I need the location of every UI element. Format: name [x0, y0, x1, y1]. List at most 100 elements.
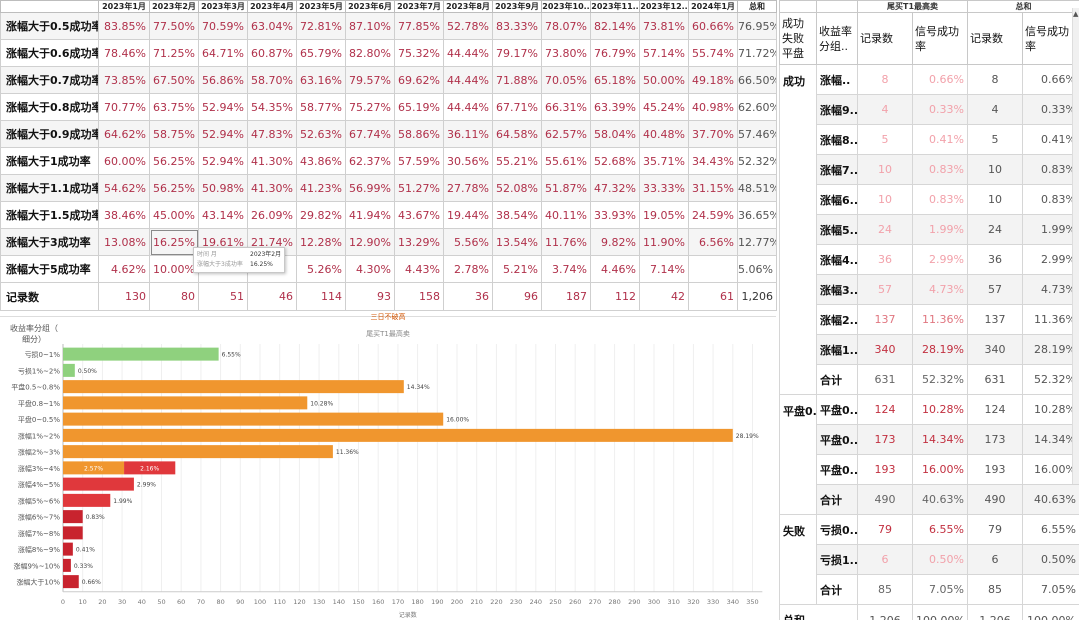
- month-column-header[interactable]: 2023年8月: [443, 0, 493, 13]
- table-cell[interactable]: 83.33%: [492, 12, 542, 40]
- table-cell[interactable]: 158: [394, 282, 444, 311]
- count-cell[interactable]: 8: [967, 64, 1023, 95]
- table-cell[interactable]: 45.00%: [149, 201, 199, 229]
- header-rate[interactable]: 信号成功率: [912, 12, 968, 65]
- table-cell[interactable]: 33.33%: [639, 174, 689, 202]
- table-cell[interactable]: 58.75%: [149, 120, 199, 148]
- count-cell[interactable]: 57: [857, 274, 913, 305]
- table-cell[interactable]: 130: [98, 282, 150, 311]
- table-cell[interactable]: 79.17%: [492, 39, 542, 67]
- table-cell[interactable]: 60.66%: [688, 12, 738, 40]
- table-cell[interactable]: 54.62%: [98, 174, 150, 202]
- table-cell[interactable]: 58.70%: [247, 66, 297, 94]
- count-cell[interactable]: 490: [967, 484, 1023, 515]
- scroll-up-icon[interactable]: ▲: [1073, 10, 1079, 18]
- count-cell[interactable]: 124: [857, 394, 913, 425]
- table-cell[interactable]: 83.85%: [98, 12, 150, 40]
- table-cell[interactable]: 41.30%: [247, 174, 297, 202]
- table-cell[interactable]: 5.06%: [737, 255, 777, 283]
- table-cell[interactable]: 44.44%: [443, 39, 493, 67]
- table-cell[interactable]: 71.88%: [492, 66, 542, 94]
- table-cell[interactable]: 55.21%: [492, 147, 542, 175]
- table-cell[interactable]: 51.27%: [394, 174, 444, 202]
- count-cell[interactable]: 24: [857, 214, 913, 245]
- rate-cell[interactable]: 4.73%: [1022, 274, 1079, 305]
- rate-cell[interactable]: 7.05%: [1022, 574, 1079, 605]
- table-cell[interactable]: 65.18%: [590, 66, 640, 94]
- table-cell[interactable]: 49.18%: [688, 66, 738, 94]
- table-cell[interactable]: 112: [590, 282, 640, 311]
- table-cell[interactable]: 56.99%: [345, 174, 395, 202]
- table-cell[interactable]: 1,206: [737, 282, 777, 311]
- grand-total-cell[interactable]: 1,206: [857, 604, 913, 620]
- count-cell[interactable]: 631: [857, 364, 913, 395]
- table-cell[interactable]: 187: [541, 282, 591, 311]
- table-cell[interactable]: 36.11%: [443, 120, 493, 148]
- table-cell[interactable]: 65.79%: [296, 39, 346, 67]
- rate-cell[interactable]: 1.99%: [1022, 214, 1079, 245]
- count-cell[interactable]: 340: [857, 334, 913, 365]
- count-cell[interactable]: 137: [967, 304, 1023, 335]
- count-cell[interactable]: 10: [857, 184, 913, 215]
- table-cell[interactable]: 5.26%: [296, 255, 346, 283]
- table-cell[interactable]: 65.19%: [394, 93, 444, 121]
- table-cell[interactable]: 45.24%: [639, 93, 689, 121]
- count-cell[interactable]: 85: [967, 574, 1023, 605]
- count-cell[interactable]: 6: [857, 544, 913, 575]
- table-cell[interactable]: 10.00%: [149, 255, 199, 283]
- table-cell[interactable]: 75.32%: [394, 39, 444, 67]
- rate-cell[interactable]: 2.99%: [912, 244, 968, 275]
- rate-cell[interactable]: 40.63%: [1022, 484, 1079, 515]
- rate-cell[interactable]: 11.36%: [912, 304, 968, 335]
- month-column-header[interactable]: 2023年7月: [394, 0, 444, 13]
- table-cell[interactable]: 66.50%: [737, 66, 777, 94]
- table-cell[interactable]: 37.70%: [688, 120, 738, 148]
- header-count[interactable]: 记录数: [967, 12, 1023, 65]
- header-subgroup[interactable]: 收益率分组..: [816, 12, 858, 65]
- grand-total-cell[interactable]: 1,206: [967, 604, 1023, 620]
- table-cell[interactable]: 16.25%: [149, 228, 199, 256]
- table-cell[interactable]: 73.85%: [98, 66, 150, 94]
- grand-total-cell[interactable]: 100.00%: [1022, 604, 1079, 620]
- table-cell[interactable]: 13.54%: [492, 228, 542, 256]
- rate-cell[interactable]: 52.32%: [912, 364, 968, 395]
- table-cell[interactable]: 79.57%: [345, 66, 395, 94]
- count-cell[interactable]: 10: [857, 154, 913, 185]
- table-cell[interactable]: 43.86%: [296, 147, 346, 175]
- rate-cell[interactable]: 6.55%: [1022, 514, 1079, 545]
- month-column-header[interactable]: 2023年2月: [149, 0, 199, 13]
- table-cell[interactable]: 34.43%: [688, 147, 738, 175]
- rate-cell[interactable]: 2.99%: [1022, 244, 1079, 275]
- count-cell[interactable]: 173: [857, 424, 913, 455]
- table-cell[interactable]: 26.09%: [247, 201, 297, 229]
- table-cell[interactable]: 78.46%: [98, 39, 150, 67]
- rate-cell[interactable]: 52.32%: [1022, 364, 1079, 395]
- count-cell[interactable]: 137: [857, 304, 913, 335]
- count-cell[interactable]: 24: [967, 214, 1023, 245]
- table-cell[interactable]: 27.78%: [443, 174, 493, 202]
- month-column-header[interactable]: 2023年9月: [492, 0, 542, 13]
- table-cell[interactable]: 52.94%: [198, 147, 248, 175]
- month-column-header[interactable]: 总和: [737, 0, 777, 13]
- table-cell[interactable]: 67.50%: [149, 66, 199, 94]
- table-cell[interactable]: 78.07%: [541, 12, 591, 40]
- table-cell[interactable]: 56.25%: [149, 174, 199, 202]
- count-cell[interactable]: 36: [967, 244, 1023, 275]
- table-cell[interactable]: 71.25%: [149, 39, 199, 67]
- table-cell[interactable]: 13.08%: [98, 228, 150, 256]
- count-cell[interactable]: 10: [967, 154, 1023, 185]
- table-cell[interactable]: 70.77%: [98, 93, 150, 121]
- month-column-header[interactable]: 2023年5月: [296, 0, 346, 13]
- count-cell[interactable]: 4: [857, 94, 913, 125]
- count-cell[interactable]: 5: [857, 124, 913, 155]
- rate-cell[interactable]: 40.63%: [912, 484, 968, 515]
- rate-cell[interactable]: 0.83%: [912, 154, 968, 185]
- table-cell[interactable]: 70.05%: [541, 66, 591, 94]
- rate-cell[interactable]: 1.99%: [912, 214, 968, 245]
- rate-cell[interactable]: 16.00%: [1022, 454, 1079, 485]
- table-cell[interactable]: 24.59%: [688, 201, 738, 229]
- table-cell[interactable]: 31.15%: [688, 174, 738, 202]
- count-cell[interactable]: 10: [967, 184, 1023, 215]
- count-cell[interactable]: 79: [857, 514, 913, 545]
- table-cell[interactable]: 58.86%: [394, 120, 444, 148]
